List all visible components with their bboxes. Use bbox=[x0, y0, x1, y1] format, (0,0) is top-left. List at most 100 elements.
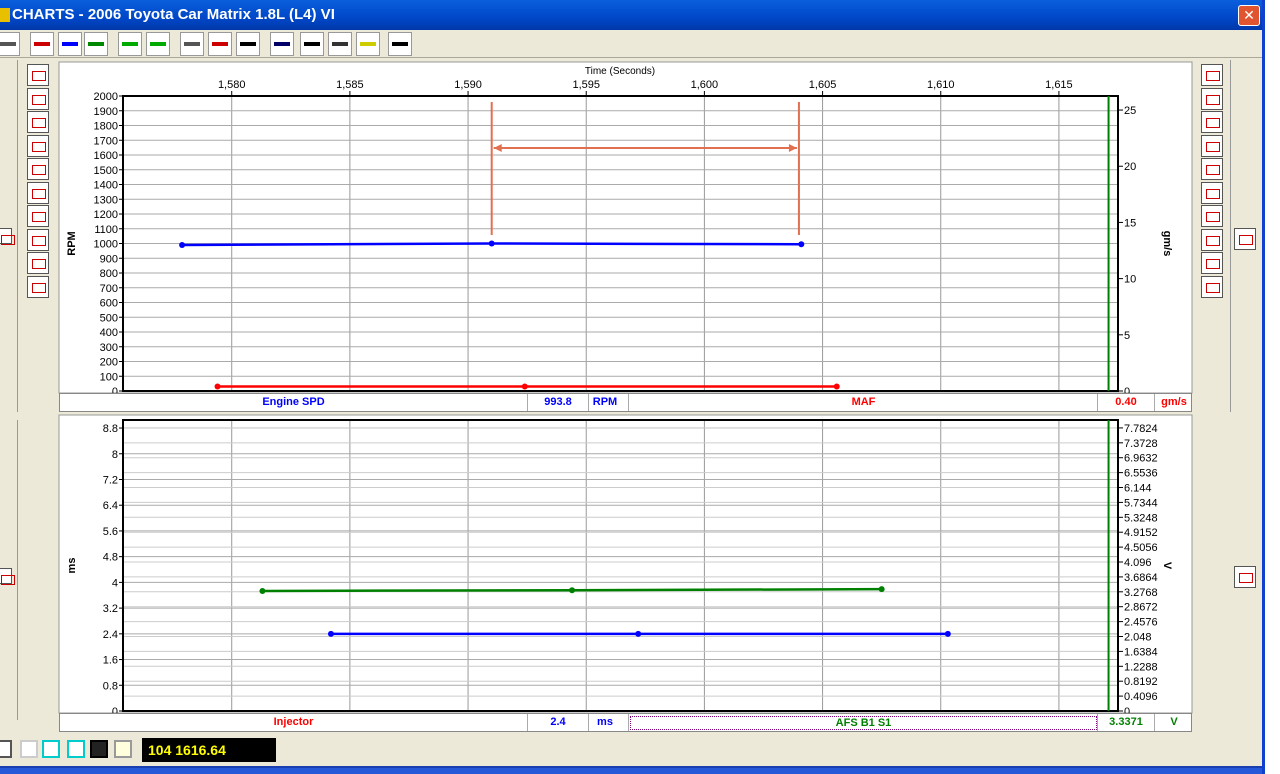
chart-tool-icon[interactable] bbox=[27, 111, 49, 133]
y-tick-label: 7.2 bbox=[103, 474, 118, 486]
tools-icon[interactable] bbox=[328, 32, 352, 56]
chart-tool-icon[interactable] bbox=[27, 181, 49, 204]
window-title: CHARTS - 2006 Toyota Car Matrix 1.8L (L4… bbox=[12, 6, 335, 23]
y2-tick-label: 6.144 bbox=[1124, 483, 1152, 495]
taskbar bbox=[0, 766, 1262, 774]
y-tick-label: 100 bbox=[100, 371, 118, 383]
chart-text-icon[interactable] bbox=[236, 32, 260, 56]
y-tick-label: 800 bbox=[100, 268, 118, 280]
data-point bbox=[944, 630, 951, 637]
legend-right-unit: gm/s bbox=[1161, 396, 1187, 408]
y-tick-label: 8 bbox=[112, 449, 118, 461]
y2-tick-label: 7.7824 bbox=[1124, 423, 1158, 435]
filmstrip-icon[interactable] bbox=[270, 32, 294, 56]
save-button[interactable] bbox=[90, 740, 108, 758]
data-point bbox=[521, 383, 528, 390]
chart-tool-icon[interactable] bbox=[27, 252, 49, 274]
y2-tick-label: 10 bbox=[1124, 274, 1136, 286]
bottom-chart-legend: Injector 2.4 ms AFS B1 S1 3.3371 V bbox=[59, 713, 1192, 732]
data-point bbox=[327, 630, 334, 637]
y2-tick-label: 0.8192 bbox=[1124, 676, 1158, 688]
chart-tool-icon[interactable] bbox=[27, 64, 49, 86]
y2-tick-label: 5 bbox=[1124, 330, 1130, 342]
y-tick-label: 8.8 bbox=[103, 423, 118, 435]
legend-right-unit: V bbox=[1170, 716, 1178, 728]
y-tick-label: 1600 bbox=[94, 150, 118, 162]
chart-tool-icon[interactable] bbox=[1201, 252, 1223, 274]
data-point bbox=[259, 587, 266, 594]
y2-tick-label: 2.048 bbox=[1124, 632, 1152, 644]
x-tick-label: 1,610 bbox=[927, 79, 955, 91]
y-tick-label: 1300 bbox=[94, 194, 118, 206]
y-tick-label: 1400 bbox=[94, 180, 118, 192]
legend-left-unit: ms bbox=[597, 716, 613, 728]
clear-button[interactable] bbox=[114, 740, 132, 758]
top-chart-legend: Engine SPD 993.8 RPM MAF 0.40 gm/s bbox=[59, 393, 1192, 412]
y-tick-label: 0.8 bbox=[103, 680, 118, 692]
record-button[interactable] bbox=[0, 740, 12, 758]
chart-settings-icon[interactable] bbox=[180, 32, 204, 56]
y-tick-label: 2000 bbox=[94, 91, 118, 103]
remove-chart-icon[interactable] bbox=[146, 32, 170, 56]
x-tick-label: 1,605 bbox=[809, 79, 837, 91]
pause-button[interactable] bbox=[42, 740, 60, 758]
expand-icon[interactable] bbox=[0, 228, 15, 245]
timer-icon[interactable] bbox=[300, 32, 324, 56]
y-tick-label: 600 bbox=[100, 298, 118, 310]
y-tick-label: 1100 bbox=[94, 224, 118, 236]
y2-tick-label: 20 bbox=[1124, 161, 1136, 173]
y2-tick-label: 0 bbox=[1124, 386, 1130, 398]
x-tick-label: 1,600 bbox=[691, 79, 719, 91]
print-icon[interactable] bbox=[388, 32, 412, 56]
app-icon bbox=[0, 8, 10, 22]
data-point bbox=[798, 241, 805, 248]
chart-line-icon[interactable] bbox=[208, 32, 232, 56]
y-tick-label: 2.4 bbox=[103, 629, 118, 641]
add-chart-icon[interactable] bbox=[118, 32, 142, 56]
y2-tick-label: 7.3728 bbox=[1124, 438, 1158, 450]
y2-tick-label: 15 bbox=[1124, 217, 1136, 229]
chart-play-icon[interactable] bbox=[1234, 566, 1256, 588]
play-button[interactable] bbox=[20, 740, 38, 758]
x-tick-label: 1,590 bbox=[454, 79, 482, 91]
overlay-charts-icon[interactable] bbox=[30, 32, 54, 56]
chart-tool-icon[interactable] bbox=[27, 134, 49, 157]
chart-tool-icon[interactable] bbox=[1201, 205, 1223, 227]
y-tick-label: 5.6 bbox=[103, 526, 118, 538]
chart-panel bbox=[58, 61, 1193, 394]
chart-tool-icon[interactable] bbox=[1201, 228, 1223, 251]
plot-frame bbox=[122, 95, 1119, 392]
right-panel bbox=[1230, 60, 1258, 412]
y-tick-label: 1000 bbox=[94, 239, 118, 251]
y-tick-label: 4.8 bbox=[103, 552, 118, 564]
chart-tool-icon[interactable] bbox=[1201, 111, 1223, 133]
data-point bbox=[179, 241, 186, 248]
key-icon[interactable] bbox=[356, 32, 380, 56]
chart-tool-icon[interactable] bbox=[27, 228, 49, 251]
right-axis-label: V bbox=[1161, 562, 1173, 570]
chart-tool-icon[interactable] bbox=[1201, 134, 1223, 157]
legend-right-name: MAF bbox=[851, 396, 876, 408]
zoom-icon[interactable] bbox=[0, 32, 20, 56]
chart-tool-icon[interactable] bbox=[1201, 158, 1223, 180]
chart-play-icon[interactable] bbox=[1234, 228, 1256, 250]
x-tick-label: 1,585 bbox=[336, 79, 364, 91]
stacked-charts-icon[interactable] bbox=[58, 32, 82, 56]
chart-tool-icon[interactable] bbox=[27, 275, 49, 298]
y2-tick-label: 1.2288 bbox=[1124, 661, 1158, 673]
chart-tool-icon[interactable] bbox=[27, 205, 49, 227]
multi-charts-icon[interactable] bbox=[84, 32, 108, 56]
y-tick-label: 1200 bbox=[94, 209, 118, 221]
charts[interactable]: 0100200300400500600700800900100011001200… bbox=[0, 0, 1262, 735]
chart-tool-icon[interactable] bbox=[1201, 87, 1223, 110]
x-tick-label: 1,595 bbox=[572, 79, 600, 91]
stop-button[interactable] bbox=[67, 740, 85, 758]
chart-tool-icon[interactable] bbox=[1201, 181, 1223, 204]
chart-tool-icon[interactable] bbox=[27, 158, 49, 180]
close-button[interactable]: ✕ bbox=[1238, 5, 1260, 26]
chart-tool-icon[interactable] bbox=[1201, 64, 1223, 86]
chart-tool-icon[interactable] bbox=[1201, 275, 1223, 298]
chart-tool-icon[interactable] bbox=[27, 87, 49, 110]
legend-left-name: Injector bbox=[273, 716, 314, 728]
expand-icon[interactable] bbox=[0, 568, 15, 585]
